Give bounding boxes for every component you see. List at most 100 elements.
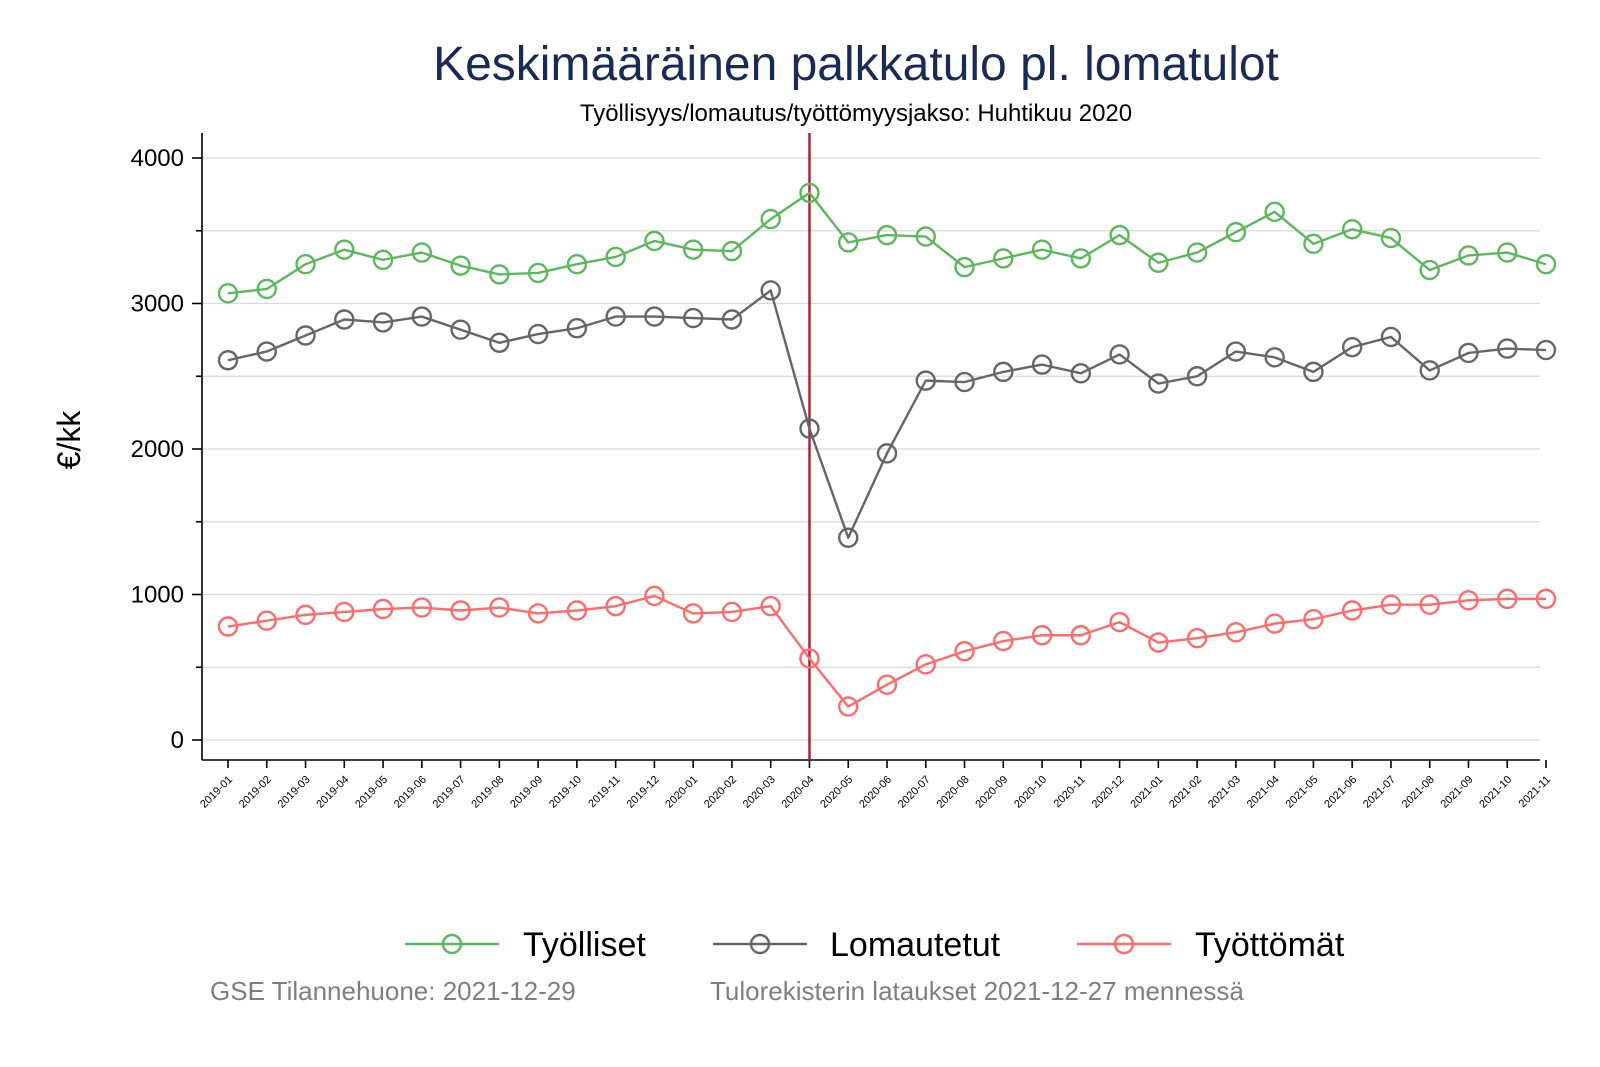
data-point [1303, 609, 1324, 630]
series-ty-tt-m-t [217, 585, 1557, 717]
data-point [1458, 245, 1479, 266]
x-tick-label: 2019-03 [276, 774, 313, 811]
data-point [682, 307, 704, 329]
legend-item-ty-lliset: Työlliset [405, 926, 646, 964]
data-point [1303, 361, 1324, 383]
data-point [682, 603, 704, 624]
data-point [1458, 342, 1479, 364]
data-point [1419, 594, 1440, 615]
x-tick-label: 2019-06 [392, 774, 429, 811]
data-point [605, 246, 626, 268]
data-point [1109, 611, 1130, 633]
x-tick-label: 2019-02 [237, 774, 274, 811]
data-point [489, 264, 510, 285]
data-point [566, 318, 588, 339]
y-tick-label: 0 [171, 727, 184, 754]
x-tick-label: 2019-01 [198, 774, 235, 811]
data-point [450, 600, 471, 621]
data-point [838, 527, 859, 548]
data-point [1070, 625, 1092, 646]
data-point [1497, 338, 1518, 359]
data-point [372, 312, 394, 333]
data-point [1109, 224, 1130, 246]
legend-swatch-marker [749, 933, 771, 955]
x-tick-label: 2020-09 [973, 774, 1010, 811]
x-tick-label: 2021-05 [1283, 774, 1320, 811]
data-point [1535, 339, 1557, 361]
data-point [295, 604, 316, 626]
x-tick-label: 2020-07 [896, 774, 933, 811]
data-point [334, 601, 355, 623]
data-point [1186, 627, 1208, 649]
data-point [1264, 201, 1285, 223]
data-point [1264, 347, 1285, 368]
data-point [799, 418, 820, 439]
data-point [915, 226, 936, 247]
data-point [1186, 366, 1208, 387]
data-point [876, 224, 898, 246]
x-tick-label: 2019-04 [314, 774, 351, 811]
x-tick-label: 2021-07 [1361, 774, 1398, 811]
data-point [915, 654, 936, 675]
data-point [217, 350, 239, 371]
footer-source-note: GSE Tilannehuone: 2021-12-29 [210, 976, 576, 1006]
y-tick-label: 1000 [131, 582, 184, 609]
x-tick-label: 2020-12 [1090, 774, 1127, 811]
series-line [227, 594, 1546, 708]
data-point [1031, 625, 1053, 646]
data-point [760, 595, 781, 617]
data-point [256, 610, 277, 631]
series-line [227, 289, 1547, 539]
x-tick-label: 2021-08 [1400, 774, 1437, 811]
legend-label: Työlliset [523, 926, 646, 964]
data-point [760, 280, 781, 301]
data-point [1497, 588, 1518, 610]
series-layer [217, 182, 1557, 717]
data-point [838, 696, 859, 717]
data-point [1070, 363, 1092, 384]
data-point [1148, 373, 1169, 394]
data-point [1535, 588, 1557, 610]
data-point [1341, 336, 1363, 358]
x-tick-label: 2020-11 [1051, 774, 1087, 810]
x-tick-label: 2021-01 [1128, 774, 1165, 811]
data-point [993, 630, 1014, 652]
legend-label: Lomautetut [830, 926, 1001, 964]
x-tick-label: 2019-08 [469, 774, 506, 811]
data-point [527, 262, 549, 284]
data-point [217, 283, 239, 304]
y-axis-label: €/kk [51, 410, 87, 470]
data-point [876, 443, 898, 464]
data-point [1225, 341, 1247, 362]
x-tick-label: 2019-12 [624, 774, 661, 811]
data-point [721, 309, 743, 330]
data-point [489, 597, 510, 618]
data-point [1419, 259, 1440, 281]
x-tick-label: 2019-05 [353, 774, 390, 811]
x-tick-label: 2021-06 [1322, 774, 1359, 811]
x-tick-label: 2020-05 [818, 774, 855, 811]
x-tick-label: 2019-11 [586, 774, 622, 810]
data-point [1380, 594, 1402, 615]
x-tick-label: 2021-09 [1439, 774, 1476, 811]
data-point [644, 230, 665, 252]
x-tick-label: 2021-03 [1206, 774, 1243, 811]
data-point [876, 674, 898, 695]
data-point [411, 306, 433, 327]
data-point [450, 319, 471, 340]
series-lomautetut [217, 280, 1557, 548]
series-ty-lliset [217, 182, 1557, 304]
data-point [566, 254, 588, 275]
legend-item-lomautetut: Lomautetut [713, 926, 1001, 964]
data-point [334, 309, 355, 330]
data-point [644, 306, 665, 327]
legend-swatch-marker [1113, 933, 1135, 955]
data-point [799, 182, 820, 204]
data-point [605, 306, 626, 327]
x-tick-label: 2021-04 [1245, 774, 1282, 811]
data-point [838, 232, 859, 253]
data-point [1380, 227, 1402, 249]
data-point [1419, 360, 1440, 381]
legend: Työlliset Lomautetut Työttömät [405, 926, 1345, 964]
